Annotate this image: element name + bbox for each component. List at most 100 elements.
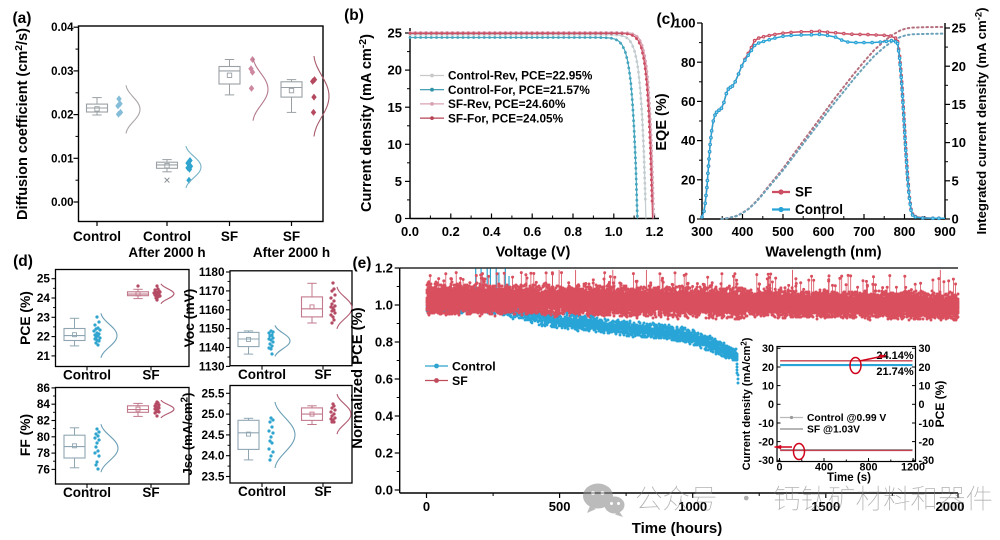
svg-text:1200: 1200 xyxy=(901,462,925,474)
svg-text:25.5: 25.5 xyxy=(202,386,225,400)
svg-text:FF (%): FF (%) xyxy=(18,414,33,456)
svg-text:PCE (%): PCE (%) xyxy=(18,291,33,345)
svg-text:Current density (mA/cm2): Current density (mA/cm2) xyxy=(740,337,754,470)
svg-text:24: 24 xyxy=(37,291,51,305)
svg-text:SF: SF xyxy=(283,229,300,244)
svg-text:0.03: 0.03 xyxy=(51,66,73,78)
svg-text:76: 76 xyxy=(37,462,51,476)
svg-text:0: 0 xyxy=(952,212,959,227)
svg-text:20: 20 xyxy=(762,362,774,374)
svg-text:0.0: 0.0 xyxy=(401,224,419,239)
svg-text:15: 15 xyxy=(952,97,966,112)
svg-text:500: 500 xyxy=(772,224,794,239)
svg-text:21.74%: 21.74% xyxy=(876,366,914,378)
svg-text:10: 10 xyxy=(952,135,966,150)
svg-text:-10: -10 xyxy=(919,418,935,430)
svg-text:1180: 1180 xyxy=(199,265,225,279)
svg-text:-20: -20 xyxy=(758,436,774,448)
svg-text:(e): (e) xyxy=(353,255,372,272)
svg-text:900: 900 xyxy=(934,224,956,239)
svg-text:After 2000 h: After 2000 h xyxy=(253,245,330,260)
svg-text:80: 80 xyxy=(37,430,51,444)
svg-text:Diffusion coefficient (cm2/s): Diffusion coefficient (cm2/s) xyxy=(13,28,31,220)
svg-text:0: 0 xyxy=(423,499,430,514)
svg-text:1160: 1160 xyxy=(199,303,225,317)
svg-text:0.6: 0.6 xyxy=(375,372,393,387)
svg-text:1500: 1500 xyxy=(811,499,840,514)
svg-text:24.5: 24.5 xyxy=(202,428,225,442)
svg-text:0.2: 0.2 xyxy=(442,224,460,239)
svg-text:1.0: 1.0 xyxy=(375,298,393,313)
svg-text:0.8: 0.8 xyxy=(564,224,582,239)
svg-text:30: 30 xyxy=(919,343,931,355)
svg-text:Control: Control xyxy=(795,202,843,217)
svg-text:0: 0 xyxy=(688,212,695,227)
svg-text:(d): (d) xyxy=(13,253,33,270)
svg-text:1140: 1140 xyxy=(199,341,225,355)
svg-text:300: 300 xyxy=(691,224,713,239)
svg-text:10: 10 xyxy=(762,380,774,392)
svg-text:Control: Control xyxy=(73,229,121,244)
svg-text:20: 20 xyxy=(681,172,695,187)
svg-text:60: 60 xyxy=(681,94,695,109)
svg-text:84: 84 xyxy=(37,397,51,411)
svg-text:1.2: 1.2 xyxy=(375,261,393,276)
svg-text:30: 30 xyxy=(762,343,774,355)
svg-text:Voc (mV): Voc (mV) xyxy=(182,289,197,348)
svg-text:SF-Rev, PCE=24.60%: SF-Rev, PCE=24.60% xyxy=(448,97,566,111)
svg-text:Voltage (V): Voltage (V) xyxy=(496,245,571,261)
svg-text:0: 0 xyxy=(919,399,925,411)
svg-text:5: 5 xyxy=(395,174,402,189)
svg-text:25.0: 25.0 xyxy=(202,407,225,421)
svg-text:0.4: 0.4 xyxy=(482,224,501,239)
svg-text:Time (s): Time (s) xyxy=(827,472,871,484)
svg-text:5: 5 xyxy=(952,173,959,188)
svg-text:0: 0 xyxy=(395,211,402,226)
svg-text:0.8: 0.8 xyxy=(375,335,393,350)
svg-text:SF: SF xyxy=(795,185,812,200)
svg-text:SF: SF xyxy=(314,367,331,382)
svg-text:25: 25 xyxy=(388,26,402,41)
svg-text:10: 10 xyxy=(919,380,931,392)
svg-text:Integrated current density (mA: Integrated current density (mA cm-2) xyxy=(974,7,990,234)
svg-text:SF: SF xyxy=(142,368,159,383)
svg-text:-30: -30 xyxy=(758,455,774,467)
svg-text:EQE (%): EQE (%) xyxy=(654,93,670,150)
svg-text:0.2: 0.2 xyxy=(375,446,393,461)
svg-text:1.0: 1.0 xyxy=(605,224,623,239)
svg-text:22: 22 xyxy=(37,330,51,344)
svg-text:24.14%: 24.14% xyxy=(876,350,914,362)
svg-text:Wavelength (nm): Wavelength (nm) xyxy=(765,245,881,261)
svg-text:Control: Control xyxy=(63,485,111,500)
svg-text:Jsc (mA/cm2): Jsc (mA/cm2) xyxy=(180,393,196,476)
svg-text:25: 25 xyxy=(952,21,966,36)
svg-text:1170: 1170 xyxy=(199,284,225,298)
svg-text:0.4: 0.4 xyxy=(375,409,394,424)
svg-text:23.5: 23.5 xyxy=(202,470,225,484)
svg-text:SF: SF xyxy=(142,485,159,500)
svg-text:10: 10 xyxy=(388,137,402,152)
svg-text:23: 23 xyxy=(37,310,51,324)
svg-text:-20: -20 xyxy=(919,436,935,448)
svg-text:20: 20 xyxy=(388,63,402,78)
svg-text:-10: -10 xyxy=(758,418,774,430)
svg-text:400: 400 xyxy=(815,462,833,474)
svg-text:15: 15 xyxy=(388,100,402,115)
svg-text:80: 80 xyxy=(681,55,695,70)
svg-text:400: 400 xyxy=(732,224,754,239)
svg-text:24.0: 24.0 xyxy=(202,449,225,463)
svg-text:1.2: 1.2 xyxy=(645,224,663,239)
svg-text:Control: Control xyxy=(143,229,191,244)
svg-text:78: 78 xyxy=(37,446,51,460)
svg-text:0.0: 0.0 xyxy=(375,483,393,498)
svg-text:Control: Control xyxy=(238,484,286,499)
svg-text:Control: Control xyxy=(238,367,286,382)
svg-text:0.00: 0.00 xyxy=(51,197,73,209)
svg-text:Control-Rev, PCE=22.95%: Control-Rev, PCE=22.95% xyxy=(448,69,593,83)
svg-text:SF: SF xyxy=(221,229,238,244)
svg-text:SF: SF xyxy=(314,484,331,499)
svg-text:20: 20 xyxy=(952,59,966,74)
svg-text:21: 21 xyxy=(37,349,51,363)
svg-text:0.6: 0.6 xyxy=(523,224,541,239)
svg-text:1000: 1000 xyxy=(678,499,707,514)
